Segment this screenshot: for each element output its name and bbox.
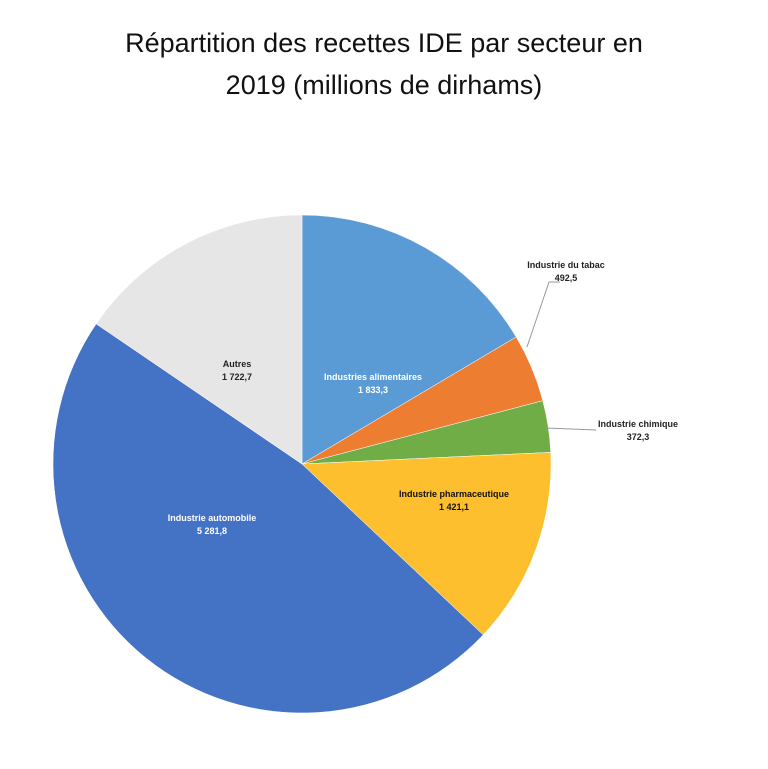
data-label: Autres 1 722,7 — [222, 359, 252, 382]
pie-slice-autres — [95, 214, 303, 465]
pie-slice-industrie-automobile — [52, 323, 484, 714]
data-label-value: 492,5 — [555, 273, 578, 283]
chart-title-line1: Répartition des recettes IDE par secteur… — [125, 28, 643, 58]
data-label-value: 1 833,3 — [358, 385, 388, 395]
data-label-name: Industrie automobile — [168, 513, 257, 523]
leader-line — [526, 281, 560, 348]
data-label-value: 5 281,8 — [197, 526, 227, 536]
leader-line — [545, 427, 597, 431]
chart-title-line2: 2019 (millions de dirhams) — [225, 70, 543, 100]
data-label: Industrie pharmaceutique 1 421,1 — [399, 489, 509, 512]
chart-title: Répartition des recettes IDE par secteur… — [0, 22, 768, 106]
data-label-value: 1 421,1 — [439, 502, 469, 512]
data-label-value: 1 722,7 — [222, 372, 252, 382]
data-label-name: Industries alimentaires — [324, 372, 422, 382]
data-label-name: Autres — [223, 359, 252, 369]
data-label: Industrie du tabac 492,5 — [527, 260, 605, 283]
data-label-name: Industrie du tabac — [527, 260, 605, 270]
data-label: Industries alimentaires 1 833,3 — [324, 372, 422, 395]
data-label: Industrie chimique 372,3 — [598, 419, 678, 442]
pie-slice-industries-alimentaires — [301, 214, 517, 465]
data-label-name: Industrie chimique — [598, 419, 678, 429]
data-label-value: 372,3 — [627, 432, 650, 442]
pie-slice-industrie-pharmaceutique — [301, 452, 552, 636]
data-label: Industrie automobile 5 281,8 — [168, 513, 257, 536]
data-label-name: Industrie pharmaceutique — [399, 489, 509, 499]
